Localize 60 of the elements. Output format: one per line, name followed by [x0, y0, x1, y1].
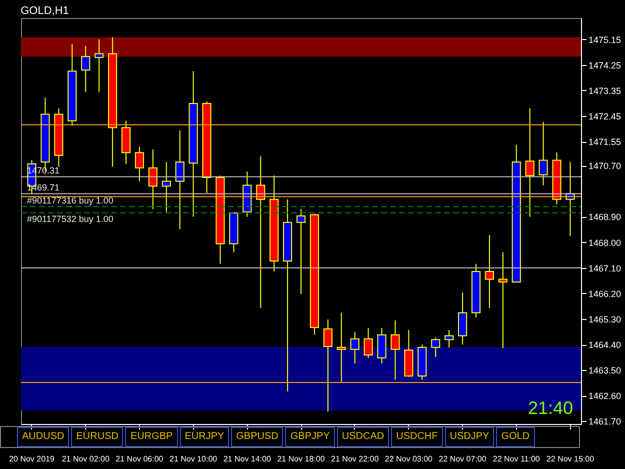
- candlestick: [350, 332, 360, 364]
- text: EURGBP: [125, 427, 178, 447]
- candlestick: [148, 148, 158, 210]
- y-tick-label: 1468.90: [588, 212, 622, 222]
- text: GBPUSD: [231, 427, 284, 447]
- x-tick-label: 22 Nov 11:00: [492, 454, 540, 464]
- candlestick: [81, 46, 90, 93]
- candlestick: [134, 146, 144, 182]
- x-tick-label: 21 Nov 18:00: [277, 454, 326, 464]
- text: USDCAD: [336, 427, 390, 447]
- y-tick-label: 1463.50: [588, 366, 622, 376]
- candlestick: [377, 328, 386, 364]
- y-tick-label: 1471.55: [588, 137, 622, 148]
- y-tick-label: 1467.10: [588, 263, 622, 274]
- x-tick-label: 20 Nov 2019: [9, 454, 55, 464]
- candlestick: [364, 328, 373, 358]
- candlestick: [390, 320, 400, 380]
- text: USDCHF: [391, 427, 443, 447]
- x-tick-label: 21 Nov 14:00: [223, 454, 272, 464]
- y-tick-label: 1461.70: [588, 416, 622, 427]
- y-tick-label: 1473.35: [588, 86, 622, 96]
- candlestick: [175, 130, 184, 230]
- y-tick-label: 1465.30: [588, 314, 622, 324]
- annotation: 21:40: [528, 398, 573, 418]
- x-tick-label: 21 Nov 10:00: [170, 454, 218, 464]
- candlestick: [458, 292, 468, 346]
- y-tick-label: 1468.00: [588, 238, 622, 248]
- candlestick: [444, 330, 454, 348]
- candlestick: [498, 252, 508, 349]
- y-tick-label: 1462.60: [588, 391, 622, 402]
- text: EURJPY: [180, 427, 230, 447]
- ref-line-label: #901177316 buy 1.00: [27, 196, 114, 206]
- text: USDJPY: [444, 427, 494, 447]
- text: GBPJPY: [285, 427, 335, 447]
- ref-line-label: #901177532 buy 1.00: [27, 214, 114, 224]
- y-tick-label: 1470.70: [588, 161, 622, 172]
- x-tick-label: 22 Nov 15:00: [546, 454, 595, 464]
- chart-title: GOLD,H1: [20, 5, 69, 17]
- text: GOLD: [496, 427, 535, 447]
- candlestick: [323, 319, 332, 412]
- x-tick-label: 22 Nov 07:00: [438, 454, 487, 464]
- y-tick-label: 1472.45: [588, 111, 622, 122]
- text: EURUSD: [71, 427, 124, 447]
- y-tick-label: 1466.20: [588, 288, 622, 299]
- x-tick-label: 22 Nov 03:00: [384, 454, 434, 464]
- x-tick-label: 21 Nov 06:00: [116, 454, 164, 464]
- y-tick-label: 1464.40: [588, 340, 622, 350]
- candlestick: [162, 161, 171, 212]
- candlestick: [94, 38, 104, 93]
- candlestick: [525, 108, 534, 218]
- y-tick-label: 1475.15: [588, 34, 622, 45]
- text: AUDUSD: [17, 427, 70, 447]
- candlestick: [538, 121, 548, 186]
- x-tick-label: 21 Nov 22:00: [331, 454, 380, 464]
- x-tick-label: 21 Nov 02:00: [62, 454, 110, 464]
- candlestick: [431, 337, 440, 358]
- candlestick: [296, 208, 306, 294]
- y-tick-label: 1474.25: [588, 60, 622, 70]
- candlestick: [336, 312, 346, 382]
- candlestick: [484, 234, 494, 308]
